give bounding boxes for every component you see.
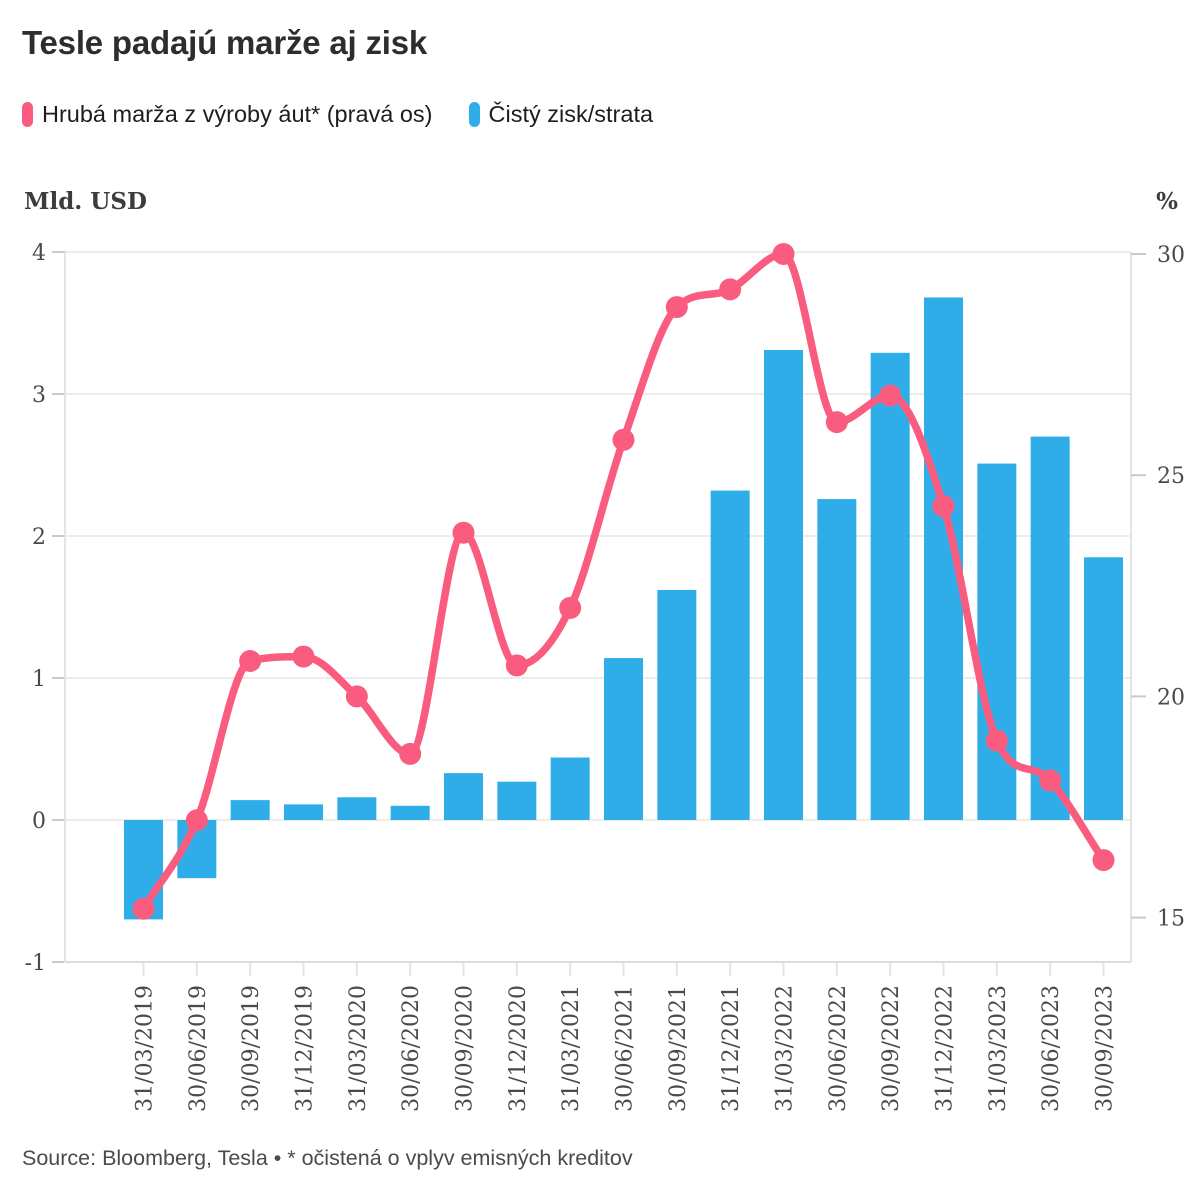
x-tick-label-30/06/2019: 30/06/2019 — [186, 985, 211, 1112]
right-tick-label-20: 20 — [1157, 685, 1185, 710]
bar-30/09/2021[interactable] — [657, 589, 697, 820]
page-title: Tesle padajú marže aj zisk — [22, 24, 428, 61]
x-tick-label-30/06/2023: 30/06/2023 — [1039, 985, 1064, 1112]
right-tick-label-15: 15 — [1157, 907, 1185, 932]
right-axis-title: % — [1156, 188, 1178, 215]
margin-point-30/09/2023[interactable] — [1092, 849, 1115, 872]
x-tick-label-30/09/2022: 30/09/2022 — [879, 985, 904, 1112]
legend: Hrubá marža z výroby áut* (pravá os) Čis… — [22, 101, 653, 128]
margin-point-31/12/2022[interactable] — [932, 495, 955, 518]
x-tick-label-30/06/2022: 30/06/2022 — [826, 985, 851, 1112]
margin-point-31/03/2022[interactable] — [772, 243, 795, 265]
legend-item-margin: Hrubá marža z výroby áut* (pravá os) — [22, 101, 433, 128]
x-tick-label-31/03/2021: 31/03/2021 — [559, 985, 584, 1112]
x-tick-label-31/03/2022: 31/03/2022 — [772, 985, 797, 1112]
bar-31/03/2021[interactable] — [550, 757, 590, 820]
margin-point-31/12/2020[interactable] — [505, 654, 528, 677]
bar-31/03/2022[interactable] — [763, 349, 803, 820]
bar-30/09/2020[interactable] — [443, 773, 483, 820]
left-tick-label-2: 2 — [32, 525, 46, 550]
margin-point-31/03/2020[interactable] — [345, 685, 368, 708]
margin-point-31/03/2023[interactable] — [985, 729, 1008, 752]
bar-31/03/2023[interactable] — [977, 463, 1017, 820]
bar-31/12/2019[interactable] — [283, 804, 323, 820]
margin-point-30/09/2019[interactable] — [239, 650, 262, 673]
x-tick-label-31/03/2023: 31/03/2023 — [986, 985, 1011, 1112]
x-tick-label-31/12/2020: 31/12/2020 — [506, 985, 531, 1112]
x-tick-label-31/12/2021: 31/12/2021 — [719, 985, 744, 1112]
bar-30/09/2019[interactable] — [230, 800, 270, 820]
bar-31/12/2021[interactable] — [710, 490, 750, 820]
legend-label-net-profit: Čistý zisk/strata — [488, 101, 654, 127]
right-tick-label-30: 30 — [1157, 243, 1185, 268]
margin-point-31/12/2019[interactable] — [292, 645, 315, 668]
left-tick-label-0: 0 — [32, 809, 46, 834]
margin-point-30/06/2023[interactable] — [1039, 769, 1062, 792]
bar-30/06/2020[interactable] — [390, 805, 430, 820]
x-tick-label-31/03/2020: 31/03/2020 — [346, 985, 371, 1112]
left-tick-label--1: -1 — [25, 951, 46, 976]
legend-label-margin: Hrubá marža z výroby áut* (pravá os) — [42, 101, 433, 127]
margin-point-30/06/2020[interactable] — [399, 742, 422, 765]
bar-30/06/2021[interactable] — [603, 658, 643, 820]
margin-point-30/06/2019[interactable] — [185, 809, 208, 832]
x-tick-label-30/06/2020: 30/06/2020 — [399, 985, 424, 1112]
x-tick-label-30/09/2021: 30/09/2021 — [666, 985, 691, 1112]
margin-point-30/09/2020[interactable] — [452, 521, 475, 544]
source-note: Source: Bloomberg, Tesla • * očistená o … — [22, 1146, 633, 1170]
legend-item-net-profit: Čistý zisk/strata — [468, 101, 654, 128]
left-tick-label-1: 1 — [32, 667, 46, 692]
x-tick-label-30/09/2020: 30/09/2020 — [452, 985, 477, 1112]
margin-point-30/06/2022[interactable] — [825, 411, 848, 434]
margin-point-30/09/2022[interactable] — [879, 384, 902, 407]
margin-point-30/06/2021[interactable] — [612, 428, 635, 451]
bar-30/06/2023[interactable] — [1030, 436, 1070, 820]
x-tick-label-30/06/2021: 30/06/2021 — [612, 985, 637, 1112]
x-tick-label-31/12/2022: 31/12/2022 — [932, 985, 957, 1112]
legend-swatch-blue — [468, 102, 480, 127]
x-tick-label-30/09/2023: 30/09/2023 — [1092, 985, 1117, 1112]
bar-30/06/2022[interactable] — [817, 499, 857, 820]
left-tick-label-3: 3 — [32, 383, 46, 408]
margin-point-31/12/2021[interactable] — [719, 278, 742, 301]
margin-point-31/03/2019[interactable] — [132, 897, 155, 920]
margin-point-30/09/2021[interactable] — [665, 296, 688, 319]
bar-31/12/2020[interactable] — [497, 781, 537, 820]
left-tick-label-4: 4 — [32, 241, 46, 266]
margin-point-31/03/2021[interactable] — [559, 596, 582, 619]
left-axis-title: Mld. USD — [24, 188, 147, 215]
x-tick-label-30/09/2019: 30/09/2019 — [239, 985, 264, 1112]
right-tick-label-25: 25 — [1157, 464, 1185, 489]
bar-30/09/2022[interactable] — [870, 352, 910, 820]
x-tick-label-31/03/2019: 31/03/2019 — [133, 985, 158, 1112]
legend-swatch-pink — [22, 102, 33, 127]
x-tick-label-31/12/2019: 31/12/2019 — [292, 985, 317, 1112]
bar-31/03/2020[interactable] — [337, 797, 377, 820]
bar-30/09/2023[interactable] — [1083, 557, 1123, 820]
